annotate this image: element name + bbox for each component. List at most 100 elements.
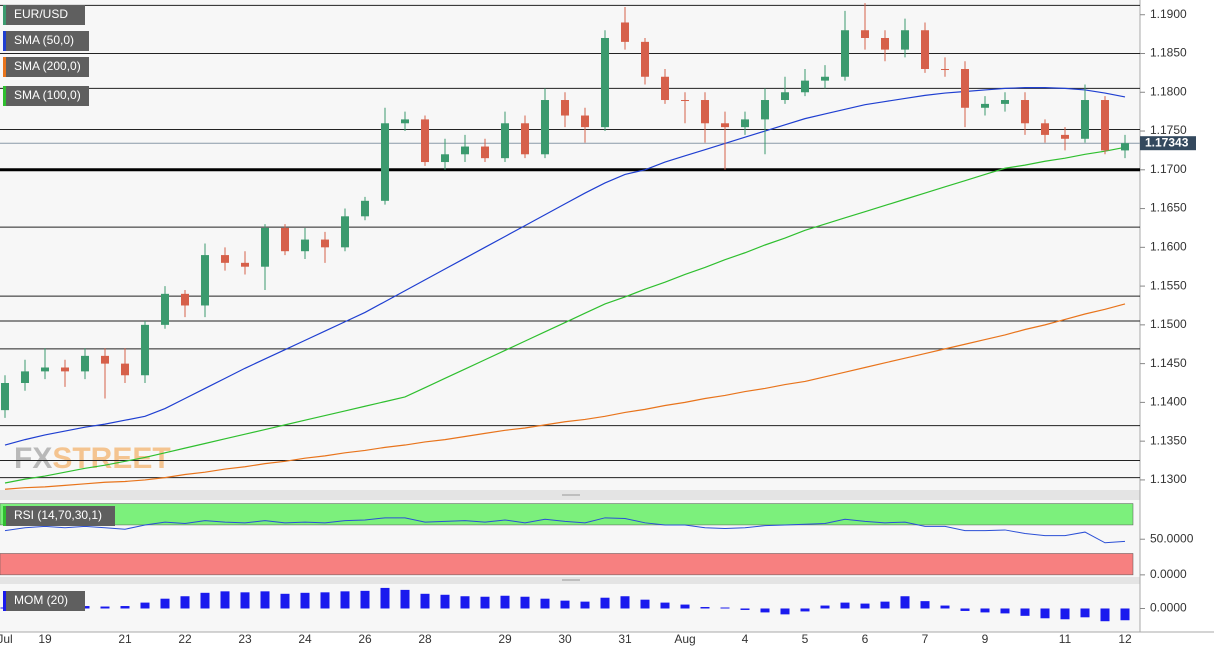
mom-bar (940, 605, 950, 609)
legend-swatch (3, 57, 6, 77)
candle-body (781, 92, 789, 101)
candle-body (41, 367, 49, 372)
mom-bar (160, 598, 170, 609)
candle-body (461, 146, 469, 155)
candle-body (541, 100, 549, 155)
mom-bar (820, 605, 830, 609)
mom-bar (680, 604, 690, 609)
candle-body (61, 367, 69, 372)
candle-body (741, 119, 749, 128)
legend-swatch (3, 506, 6, 526)
y-tick-label: 1.1400 (1150, 395, 1187, 409)
candle-body (961, 69, 969, 108)
candle-body (721, 123, 729, 128)
mom-bar (720, 607, 730, 609)
x-tick-label: 9 (982, 632, 989, 646)
mom-bar (240, 592, 250, 609)
candle-body (621, 22, 629, 42)
candle-body (821, 76, 829, 81)
candle-body (861, 30, 869, 38)
x-tick-label: 6 (862, 632, 869, 646)
candle-body (841, 30, 849, 77)
mom-bar (640, 599, 650, 609)
candle-body (1121, 143, 1129, 151)
x-tick-label: 19 (38, 632, 52, 646)
candle-body (1021, 100, 1029, 124)
y-tick-label: 1.1300 (1150, 472, 1187, 486)
y-tick-label: 1.1750 (1150, 123, 1187, 137)
layer: 1.1300 1.1350 1.1400 1.1450 1.1500 1.1550 1.16… (0, 3, 1196, 646)
mom-bar (1020, 608, 1030, 616)
mom-bar (780, 608, 790, 615)
sma-line (4, 146, 1126, 484)
mom-bar (920, 601, 930, 609)
candle-body (1081, 100, 1089, 139)
mom-bar (140, 602, 150, 609)
mom-bar (900, 596, 910, 609)
watermark: FXSTREET (14, 442, 171, 475)
x-tick-label: 28 (418, 632, 432, 646)
y-tick-label: 1.1850 (1150, 46, 1187, 60)
mom-bar (880, 601, 890, 609)
x-tick-label: 26 (358, 632, 372, 646)
watermark-part: FX (14, 442, 52, 475)
candle-body (481, 146, 489, 159)
x-tick-label: 7 (922, 632, 929, 646)
x-tick-label: 21 (118, 632, 132, 646)
candle-body (101, 355, 109, 364)
x-tick-label: 23 (238, 632, 252, 646)
candle-body (1001, 100, 1009, 104)
mom-bar (660, 602, 670, 609)
legend-box (3, 5, 85, 25)
candle-body (561, 100, 569, 116)
mom-bar (560, 600, 570, 609)
mom-bar (980, 608, 990, 613)
legend-swatch (3, 86, 6, 106)
last-price-label: 1.17343 (1145, 135, 1189, 149)
rsi-line (4, 517, 1126, 544)
candle-body (941, 69, 949, 71)
mom-bar (400, 589, 410, 609)
candle-body (581, 115, 589, 128)
legend-label: EUR/USD (14, 7, 68, 21)
mom-bar (600, 597, 610, 609)
mom-bar (220, 591, 230, 609)
mom-bar (1080, 608, 1090, 618)
candle-body (1101, 100, 1109, 151)
mom-bar (840, 602, 850, 609)
legend-swatch (3, 591, 6, 611)
mom-bar (380, 587, 390, 609)
y-tick-label: 1.1450 (1150, 356, 1187, 370)
candle-body (121, 363, 129, 376)
mom-bar (180, 596, 190, 609)
mom-bar (1000, 608, 1010, 614)
mom-bar (1100, 608, 1110, 622)
x-tick-label: 11 (1059, 632, 1072, 646)
y-tick-label: 1.1650 (1150, 201, 1187, 215)
mom-bar (500, 595, 510, 609)
watermark-part: STREET (52, 442, 170, 475)
legend-label: MOM (20) (14, 593, 68, 607)
y-tick-label: 1.1550 (1150, 278, 1187, 292)
candle-body (761, 100, 769, 120)
candle-body (181, 293, 189, 306)
mom-bar (1040, 608, 1050, 619)
mom-bar (300, 592, 310, 609)
candle-body (921, 30, 929, 70)
candle-body (1061, 134, 1069, 139)
y-tick-label: 1.1350 (1150, 433, 1187, 447)
candle-body (501, 123, 509, 159)
x-tick-label: 30 (558, 632, 572, 646)
mom-bar (800, 608, 810, 612)
band (0, 553, 1134, 576)
candle-body (361, 200, 369, 217)
mom-bar (580, 601, 590, 609)
x-tick-label: 29 (498, 632, 512, 646)
x-tick-label: 5 (802, 632, 809, 646)
y-tick-label: 1.1800 (1150, 84, 1187, 98)
candle-body (241, 262, 249, 267)
y-tick-label: 0.0000 (1150, 567, 1187, 581)
mom-bar (700, 607, 710, 609)
mom-bar (860, 603, 870, 609)
mom-bar (1060, 608, 1070, 620)
